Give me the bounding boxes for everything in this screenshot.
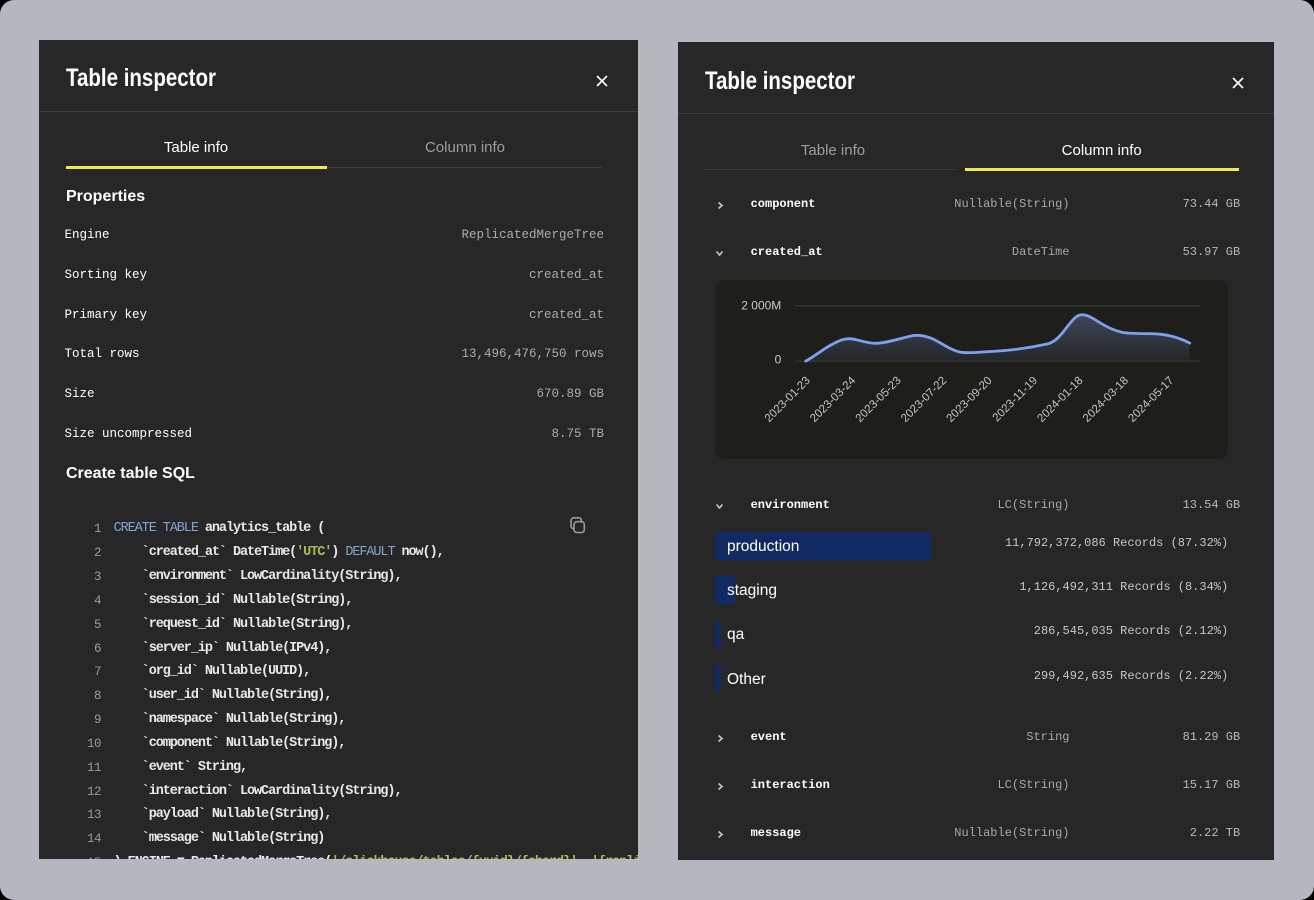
svg-text:2023-09-20: 2023-09-20: [945, 375, 995, 425]
svg-text:2023-07-22: 2023-07-22: [899, 375, 949, 425]
svg-text:2023-01-23: 2023-01-23: [763, 375, 813, 425]
svg-text:2024-03-18: 2024-03-18: [1081, 375, 1131, 425]
svg-text:2023-03-24: 2023-03-24: [808, 374, 859, 425]
svg-text:2023-05-23: 2023-05-23: [854, 375, 904, 425]
svg-text:2023-11-19: 2023-11-19: [991, 375, 1040, 424]
svg-text:2024-01-18: 2024-01-18: [1036, 375, 1086, 425]
svg-text:0: 0: [775, 352, 782, 366]
svg-text:2024-05-17: 2024-05-17: [1127, 375, 1177, 425]
svg-text:2 000M: 2 000M: [741, 298, 781, 312]
